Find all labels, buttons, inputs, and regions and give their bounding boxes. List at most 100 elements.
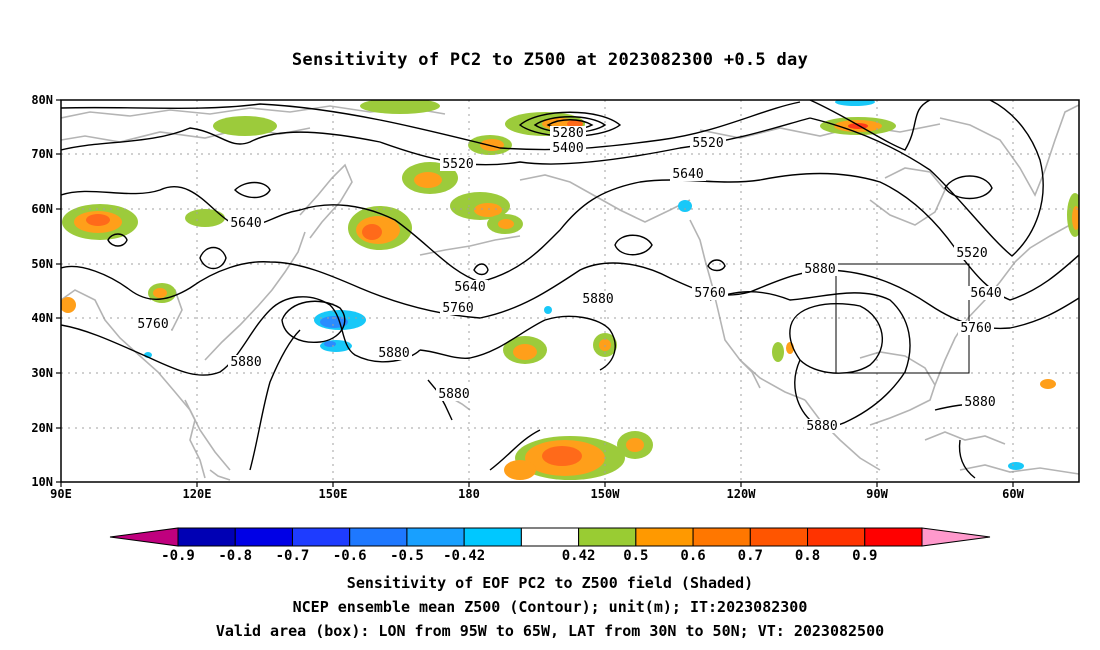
- sensitivity-patch: [544, 306, 552, 314]
- contour-label: 5400: [552, 141, 583, 156]
- sensitivity-patch: [1040, 379, 1056, 389]
- contour-label: 5880: [582, 292, 613, 307]
- contour-label: 5520: [956, 246, 987, 261]
- contour-5880-i: [489, 429, 541, 471]
- sensitivity-patch: [848, 123, 868, 129]
- sensitivity-patch: [835, 100, 875, 106]
- colorbar-bin: [864, 527, 923, 547]
- sensitivity-patch: [542, 446, 582, 466]
- coast-aleutians: [419, 235, 521, 256]
- colorbar-label: -0.5: [390, 548, 424, 564]
- colorbar-bin: [578, 527, 637, 547]
- colorbar-bin: [692, 527, 751, 547]
- colorbar-bin: [463, 527, 522, 547]
- axis-ticks: [56, 99, 1014, 487]
- caption-line-3: Valid area (box): LON from 95W to 65W, L…: [215, 622, 885, 640]
- coast-islands-pacific: [209, 469, 231, 481]
- contour-label-bg: [692, 286, 728, 300]
- lat-label: 30N: [31, 366, 53, 380]
- contour-label-bg: [968, 286, 1004, 300]
- sensitivity-patch: [480, 139, 504, 151]
- coast-arctic-na: [699, 123, 941, 139]
- contour-label-bg: [550, 141, 586, 155]
- coast-caribbean: [924, 431, 1006, 445]
- colorbar-high-extension: [921, 527, 991, 547]
- colorbar-bin: [520, 527, 580, 547]
- contour-label-bg: [690, 136, 726, 150]
- longitude-labels: 90E 120E 150E 180 150W 120W 90W 60W: [50, 487, 1024, 501]
- sensitivity-shading: [61, 100, 1079, 480]
- sensitivity-patch: [213, 116, 277, 136]
- coastlines: [61, 104, 1079, 481]
- coast-sa-north: [959, 464, 1079, 475]
- map-background: [61, 100, 1079, 482]
- colorbar-label: 0.9: [852, 548, 877, 564]
- lon-label: 150E: [319, 487, 348, 501]
- contour-5880-d: [281, 300, 346, 343]
- contour-label-bg: [802, 262, 838, 276]
- contour-label: 5640: [672, 167, 703, 182]
- colorbar-label: 0.7: [738, 548, 763, 564]
- sensitivity-patch: [324, 341, 336, 347]
- sensitivity-patch: [360, 100, 440, 114]
- contour-5880-ring: [789, 303, 884, 374]
- sensitivity-patch: [61, 297, 76, 313]
- colorbar-bin: [749, 527, 809, 547]
- lon-label: 150W: [591, 487, 621, 501]
- coast-china: [61, 289, 231, 471]
- sensitivity-patch: [414, 172, 442, 188]
- contour-5520-a: [61, 117, 811, 166]
- sensitivity-patch: [504, 460, 536, 480]
- contour-label: 5880: [964, 395, 995, 410]
- colorbar-label: 0.42: [562, 548, 596, 564]
- coast-hawaii: [454, 399, 471, 411]
- contour-5640-ring-c: [107, 233, 128, 247]
- contour-label-bg: [228, 355, 264, 369]
- contour-5880-h: [958, 439, 976, 479]
- colorbar-bin: [291, 527, 351, 547]
- colorbar-low-extension: [109, 527, 179, 547]
- contour-5760-a: [61, 261, 1079, 330]
- lat-label: 70N: [31, 147, 53, 161]
- contour-label-bg: [452, 280, 488, 294]
- colorbar-bin: [635, 527, 694, 547]
- coast-japan: [204, 231, 306, 361]
- contour-label: 5640: [454, 280, 485, 295]
- contour-5640-ring: [199, 246, 227, 270]
- sensitivity-patch: [362, 224, 382, 240]
- colorbar-labels: -0.9 -0.8 -0.7 -0.6 -0.5 -0.42 0.42 0.5 0.6 0.7 0.…: [161, 548, 877, 564]
- coast-kamchatka: [299, 163, 353, 239]
- contour-5640-ring-b: [614, 234, 653, 256]
- sensitivity-patch: [185, 209, 225, 227]
- contour-label-bg: [135, 317, 171, 331]
- contour-label-bg: [376, 346, 412, 360]
- sensitivity-patch: [86, 214, 110, 226]
- sensitivity-patch: [498, 219, 514, 229]
- sensitivity-patch: [1008, 462, 1024, 470]
- chart-title: Sensitivity of PC2 to Z500 at 2023082300…: [291, 50, 809, 70]
- colorbar-bin: [406, 527, 465, 547]
- sensitivity-patch: [626, 438, 644, 452]
- lon-label: 90E: [50, 487, 72, 501]
- contour-label: 5880: [804, 262, 835, 277]
- lon-label: 90W: [866, 487, 888, 501]
- colorbar-bin: [177, 527, 236, 547]
- contour-5880-e: [249, 329, 301, 471]
- coast-philippines: [184, 399, 206, 479]
- contour-5520-b: [809, 100, 1044, 257]
- contour-5520-ring-b: [944, 175, 993, 200]
- colorbar-label: -0.7: [276, 548, 310, 564]
- colorbar: [109, 527, 991, 547]
- coast-mexico: [804, 399, 881, 471]
- caption-line-2: NCEP ensemble mean Z500 (Contour); unit(…: [292, 598, 808, 616]
- coast-hudson: [869, 167, 946, 226]
- colorbar-label: -0.9: [161, 548, 195, 564]
- contour-5640-ring-e: [473, 263, 489, 276]
- sensitivity-patch: [678, 200, 692, 212]
- contour-label-bg: [440, 301, 476, 315]
- lon-label: 60W: [1002, 487, 1024, 501]
- colorbar-label: 0.5: [623, 548, 648, 564]
- contour-5640-ring-d: [707, 259, 726, 272]
- contour-label-bg: [440, 157, 476, 171]
